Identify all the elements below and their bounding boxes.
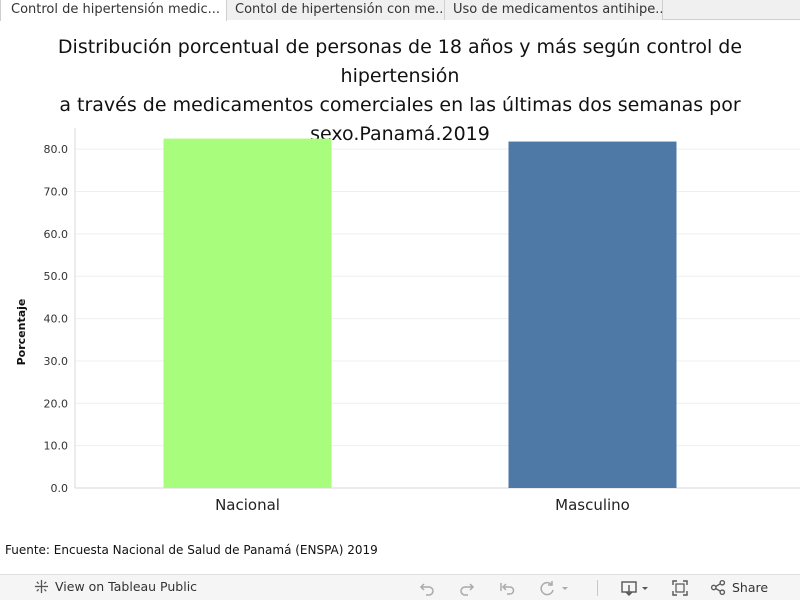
bar-masculino [508,141,677,488]
share-label: Share [732,580,769,595]
y-tick-label: 10.0 [44,440,69,453]
download-icon[interactable] [620,579,652,597]
y-axis-title: Porcentaje [15,299,28,366]
x-category-label: Masculino [555,496,630,514]
y-tick-label: 50.0 [44,270,69,283]
chart-title-line-2: a través de medicamentos comerciales en … [59,94,741,116]
bar-nacional [163,138,332,488]
revert-icon[interactable] [498,579,516,597]
source-note: Fuente: Encuesta Nacional de Salud de Pa… [5,543,378,557]
y-tick-label: 0.0 [51,482,69,495]
tab-contol-hipertension[interactable]: Contol de hipertensión con me... [227,0,445,20]
view-on-tableau-public-link[interactable]: View on Tableau Public [34,579,197,594]
toolbar-separator [597,580,598,596]
tab-uso-medicamentos[interactable]: Uso de medicamentos antihipe... [445,0,663,20]
sheet-tab-bar: Control de hipertensión medic... Contol … [0,0,800,21]
undo-icon[interactable] [418,579,436,597]
view-on-tableau-public-label: View on Tableau Public [55,579,198,594]
y-tick-label: 30.0 [44,355,69,368]
redo-icon[interactable] [458,579,476,597]
fullscreen-icon[interactable] [671,579,689,597]
refresh-menu-icon[interactable] [538,579,572,597]
tab-control-hipertension[interactable]: Control de hipertensión medic... [0,0,227,21]
bar-chart: 0.0 10.0 20.0 30.0 40.0 50.0 60.0 70.0 80.0 Nacio… [15,128,800,514]
chart-title-line-1: Distribución porcentual de personas de 1… [57,36,743,87]
y-tick-label: 80.0 [44,143,69,156]
x-category-label: Nacional [215,496,280,514]
y-tick-label: 70.0 [44,186,69,199]
share-icon [710,579,726,596]
chart-title: Distribución porcentual de personas de 1… [0,33,800,149]
y-tick-label: 40.0 [44,313,69,326]
y-tick-label: 60.0 [44,228,69,241]
tableau-toolbar: View on Tableau Public Share [0,574,800,600]
tableau-logo-icon [34,579,49,594]
chart-title-line-3: sexo.Panamá.2019 [310,123,490,145]
y-tick-label: 20.0 [44,397,69,410]
share-button[interactable]: Share [710,579,768,596]
